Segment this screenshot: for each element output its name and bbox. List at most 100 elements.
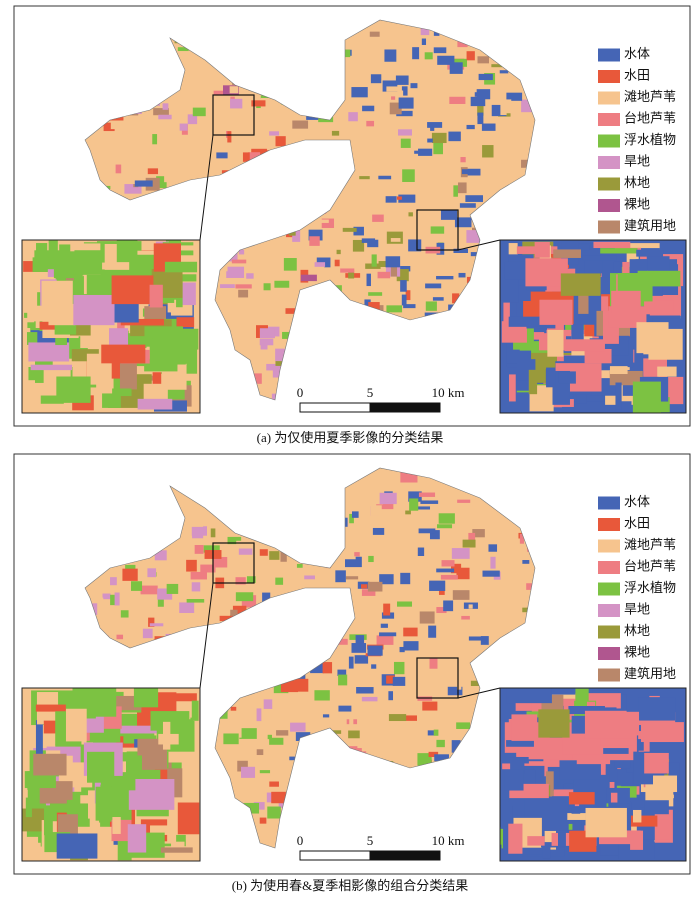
land-patch [458, 375, 476, 385]
land-patch [406, 741, 413, 750]
inset-patch [26, 332, 38, 345]
scale-white [299, 402, 371, 413]
inset-patch [578, 292, 589, 314]
land-patch [110, 121, 120, 130]
inset-patch [600, 738, 636, 746]
land-patch [119, 35, 128, 41]
land-patch [501, 20, 519, 26]
land-patch [327, 363, 334, 370]
land-patch [324, 79, 337, 89]
land-patch [208, 723, 218, 728]
land-patch [489, 212, 505, 218]
land-patch [143, 33, 161, 38]
land-patch [268, 518, 275, 529]
land-patch [115, 164, 122, 174]
land-patch [361, 20, 370, 31]
land-patch [285, 308, 299, 314]
land-patch [457, 680, 462, 690]
inset-patch [636, 322, 669, 354]
land-patch [461, 615, 470, 620]
land-patch [360, 683, 374, 688]
land-patch [472, 529, 485, 538]
land-patch [276, 49, 289, 63]
land-patch [242, 62, 249, 68]
land-patch [385, 196, 397, 203]
land-patch [478, 839, 484, 848]
land-patch [302, 711, 307, 719]
land-patch [122, 63, 128, 72]
land-patch [325, 320, 333, 332]
land-patch [251, 164, 269, 176]
land-patch [289, 756, 302, 761]
land-patch [204, 843, 214, 848]
land-patch [87, 42, 97, 53]
land-patch [391, 96, 396, 100]
land-patch [398, 370, 408, 377]
land-patch [338, 674, 348, 686]
land-patch [373, 380, 378, 385]
land-patch [319, 768, 325, 775]
land-patch [418, 528, 436, 534]
land-patch [400, 345, 415, 350]
land-patch [402, 812, 413, 826]
land-patch [235, 592, 254, 602]
land-patch [366, 117, 380, 124]
land-patch [325, 146, 340, 157]
land-patch [290, 48, 306, 58]
inset-patch [173, 693, 197, 702]
land-patch [299, 155, 314, 164]
panel-frame [13, 5, 691, 427]
land-patch [340, 268, 355, 273]
land-patch [129, 658, 138, 667]
land-patch [313, 388, 328, 400]
land-patch [204, 34, 220, 42]
land-patch [217, 229, 225, 240]
land-patch [122, 568, 138, 581]
land-patch [292, 230, 301, 242]
land-patch [164, 681, 182, 689]
land-patch [133, 679, 149, 689]
land-patch [85, 89, 93, 98]
land-patch [410, 83, 418, 89]
land-patch [151, 655, 165, 662]
land-patch [479, 698, 492, 704]
land-patch [467, 320, 485, 331]
land-patch [372, 377, 378, 390]
land-patch [478, 482, 493, 496]
land-patch [370, 74, 382, 84]
inset-patch [527, 836, 545, 846]
land-patch [191, 526, 208, 536]
inset-patch [638, 731, 650, 760]
legend-label: 建筑用地 [624, 218, 676, 233]
inset-patch [611, 290, 641, 314]
land-patch [398, 787, 405, 792]
land-patch [259, 549, 268, 556]
land-patch [441, 560, 455, 567]
scale-label: 0 [297, 833, 304, 848]
inset-patch [132, 769, 161, 780]
inset-patch [571, 807, 581, 814]
land-patch [313, 313, 323, 324]
land-patch [114, 592, 120, 606]
land-patch [454, 768, 470, 776]
land-patch [221, 170, 229, 174]
land-patch [187, 114, 198, 125]
inset-patch [567, 813, 586, 820]
land-patch [222, 263, 228, 272]
inset-patch [176, 317, 195, 328]
land-patch [330, 319, 336, 325]
land-patch [120, 610, 129, 618]
land-patch [464, 289, 481, 293]
land-patch [157, 588, 173, 600]
land-patch [408, 390, 421, 400]
inset-patch [73, 294, 115, 326]
land-patch [304, 575, 315, 580]
land-patch [451, 548, 470, 559]
land-patch [379, 492, 397, 505]
land-patch [352, 511, 359, 518]
land-patch [360, 358, 367, 367]
land-patch [482, 269, 492, 276]
land-patch [485, 544, 498, 552]
land-patch [231, 259, 247, 264]
panel-frame [13, 453, 691, 875]
